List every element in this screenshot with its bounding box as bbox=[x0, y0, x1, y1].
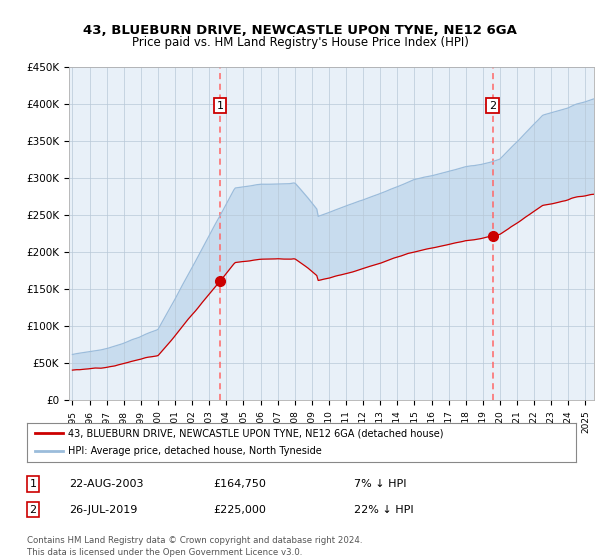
Text: 1: 1 bbox=[217, 101, 224, 111]
Text: 43, BLUEBURN DRIVE, NEWCASTLE UPON TYNE, NE12 6GA (detached house): 43, BLUEBURN DRIVE, NEWCASTLE UPON TYNE,… bbox=[68, 428, 443, 438]
Text: 2: 2 bbox=[489, 101, 496, 111]
Text: 22-AUG-2003: 22-AUG-2003 bbox=[69, 479, 143, 489]
Text: £225,000: £225,000 bbox=[213, 505, 266, 515]
Text: HPI: Average price, detached house, North Tyneside: HPI: Average price, detached house, Nort… bbox=[68, 446, 322, 456]
Text: 1: 1 bbox=[29, 479, 37, 489]
Text: 22% ↓ HPI: 22% ↓ HPI bbox=[354, 505, 413, 515]
Text: 26-JUL-2019: 26-JUL-2019 bbox=[69, 505, 137, 515]
Text: 2: 2 bbox=[29, 505, 37, 515]
Text: Contains HM Land Registry data © Crown copyright and database right 2024.
This d: Contains HM Land Registry data © Crown c… bbox=[27, 536, 362, 557]
Text: Price paid vs. HM Land Registry's House Price Index (HPI): Price paid vs. HM Land Registry's House … bbox=[131, 36, 469, 49]
Text: 43, BLUEBURN DRIVE, NEWCASTLE UPON TYNE, NE12 6GA: 43, BLUEBURN DRIVE, NEWCASTLE UPON TYNE,… bbox=[83, 24, 517, 38]
Text: 7% ↓ HPI: 7% ↓ HPI bbox=[354, 479, 407, 489]
Text: £164,750: £164,750 bbox=[213, 479, 266, 489]
